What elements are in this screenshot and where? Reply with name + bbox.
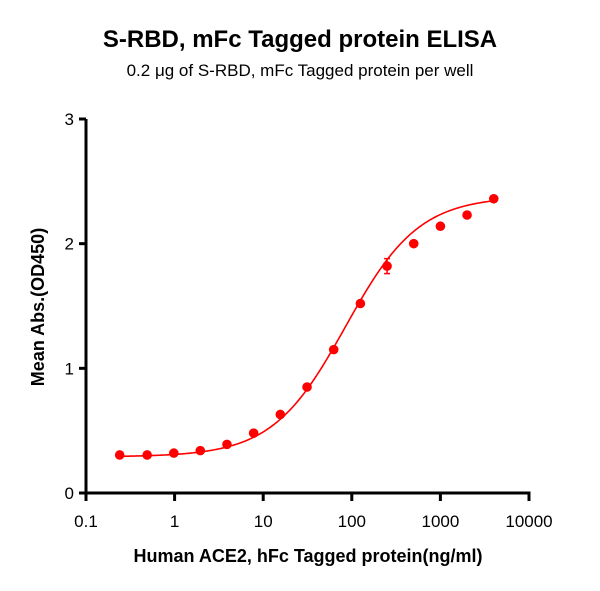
- fit-curve: [119, 199, 494, 458]
- data-point: [275, 409, 286, 420]
- y-tick-label: 0: [65, 484, 74, 503]
- x-axis-title: Human ACE2, hFc Tagged protein(ng/ml): [133, 546, 482, 566]
- data-point: [435, 221, 446, 232]
- data-point: [142, 450, 152, 460]
- y-tick-label: 3: [65, 110, 74, 129]
- x-tick-label: 100: [338, 512, 366, 531]
- chart-title: S-RBD, mFc Tagged protein ELISA: [102, 26, 498, 53]
- x-tick-label: 1000: [421, 512, 459, 531]
- data-point: [355, 298, 366, 309]
- data-point: [302, 382, 312, 392]
- x-tick-label: 0.1: [74, 512, 98, 531]
- data-point: [328, 344, 339, 355]
- data-point: [114, 450, 125, 460]
- data-point: [462, 210, 472, 220]
- y-axis-title: Mean Abs.(OD450): [28, 228, 48, 386]
- chart-subtitle: 0.2 μg of S-RBD, mFc Tagged protein per …: [126, 61, 474, 80]
- plot-area: [114, 193, 499, 460]
- data-point: [169, 448, 179, 458]
- x-tick-label: 10: [254, 512, 273, 531]
- data-point: [382, 261, 392, 271]
- x-tick-label: 1: [170, 512, 179, 531]
- data-point: [408, 238, 419, 249]
- y-tick-label: 1: [65, 359, 74, 378]
- data-point: [222, 439, 232, 450]
- y-tick-label: 2: [65, 235, 74, 254]
- x-tick-label: 10000: [505, 512, 552, 531]
- data-point: [488, 193, 499, 204]
- data-point: [248, 428, 259, 438]
- data-point: [195, 445, 206, 456]
- axes: 0 1 2 3 0.1 1 10 100 1000 10000: [65, 110, 553, 531]
